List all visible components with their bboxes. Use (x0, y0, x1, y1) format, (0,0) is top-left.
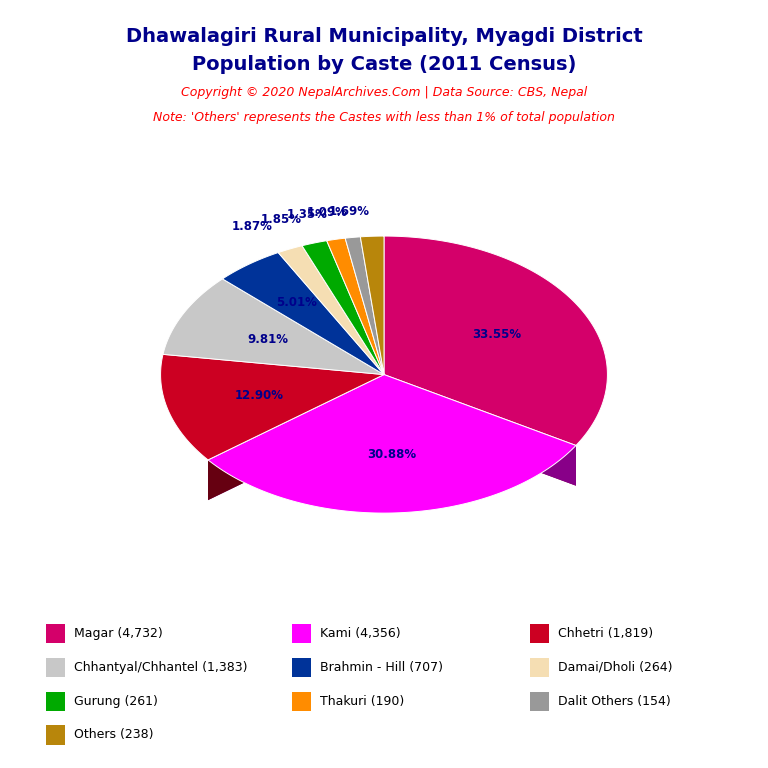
Text: Damai/Dholi (264): Damai/Dholi (264) (558, 661, 673, 674)
Polygon shape (161, 354, 384, 460)
Text: Copyright © 2020 NepalArchives.Com | Data Source: CBS, Nepal: Copyright © 2020 NepalArchives.Com | Dat… (181, 86, 587, 99)
Text: Brahmin - Hill (707): Brahmin - Hill (707) (320, 661, 443, 674)
Text: Chhantyal/Chhantel (1,383): Chhantyal/Chhantel (1,383) (74, 661, 248, 674)
Text: 5.01%: 5.01% (276, 296, 316, 310)
Text: 9.81%: 9.81% (247, 333, 288, 346)
Text: 12.90%: 12.90% (234, 389, 283, 402)
Text: 1.87%: 1.87% (232, 220, 273, 233)
Polygon shape (360, 236, 384, 375)
Polygon shape (278, 246, 384, 375)
Text: 1.09%: 1.09% (306, 207, 347, 219)
Polygon shape (223, 253, 384, 375)
Polygon shape (345, 237, 384, 375)
Text: Dhawalagiri Rural Municipality, Myagdi District: Dhawalagiri Rural Municipality, Myagdi D… (126, 27, 642, 46)
Polygon shape (208, 375, 576, 513)
Text: 33.55%: 33.55% (472, 329, 521, 342)
Text: 30.88%: 30.88% (368, 449, 417, 462)
Polygon shape (302, 240, 384, 375)
Text: Others (238): Others (238) (74, 729, 154, 741)
Text: Dalit Others (154): Dalit Others (154) (558, 695, 671, 707)
Text: Kami (4,356): Kami (4,356) (320, 627, 401, 640)
Text: Gurung (261): Gurung (261) (74, 695, 158, 707)
Polygon shape (384, 375, 576, 485)
Text: 1.69%: 1.69% (329, 205, 370, 218)
Polygon shape (326, 238, 384, 375)
Polygon shape (384, 375, 576, 485)
Text: Population by Caste (2011 Census): Population by Caste (2011 Census) (192, 55, 576, 74)
Polygon shape (208, 375, 384, 500)
Text: 1.85%: 1.85% (260, 213, 302, 226)
Text: Chhetri (1,819): Chhetri (1,819) (558, 627, 654, 640)
Text: Note: 'Others' represents the Castes with less than 1% of total population: Note: 'Others' represents the Castes wit… (153, 111, 615, 124)
Polygon shape (384, 236, 607, 445)
Polygon shape (208, 375, 384, 500)
Polygon shape (163, 279, 384, 375)
Text: Thakuri (190): Thakuri (190) (320, 695, 405, 707)
Text: 1.35%: 1.35% (286, 208, 327, 221)
Text: Magar (4,732): Magar (4,732) (74, 627, 164, 640)
